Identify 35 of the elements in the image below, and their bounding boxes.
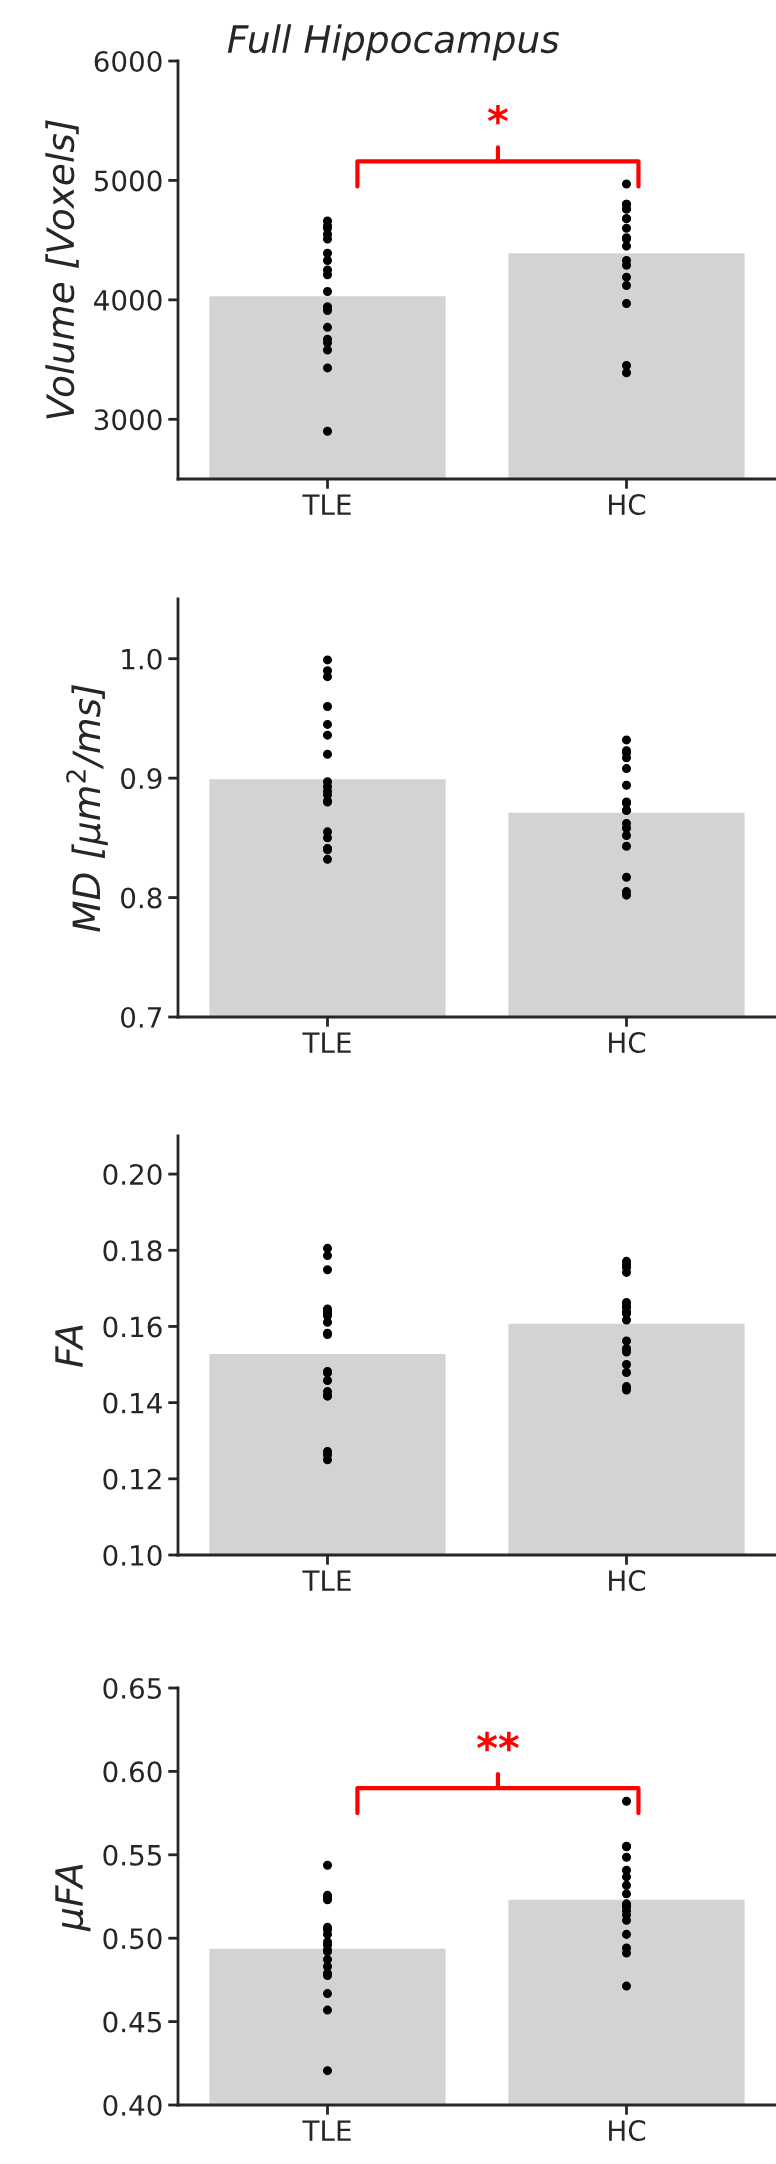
annotation: * bbox=[487, 105, 508, 125]
y-tick-label: 0.12 bbox=[103, 1468, 161, 1490]
y-tick-label: 0.10 bbox=[103, 1544, 162, 1566]
y-axis-title: μFA bbox=[55, 1864, 91, 1932]
y-tick-label: 0.14 bbox=[103, 1392, 162, 1414]
annotation: ** bbox=[476, 1731, 519, 1752]
y-tick-label: 1.0 bbox=[122, 648, 162, 670]
x-tick-label: HC bbox=[609, 2120, 646, 2142]
y-tick-label: 0.8 bbox=[121, 887, 162, 909]
x-tick-label: TLE bbox=[302, 2120, 351, 2141]
y-tick-label: 0.9 bbox=[121, 768, 162, 790]
y-tick-label: 0.18 bbox=[103, 1240, 162, 1262]
x-tick-label: HC bbox=[609, 494, 646, 516]
y-tick-label: 0.50 bbox=[103, 1928, 162, 1950]
chart-title: Full Hippocampus bbox=[227, 24, 559, 61]
y-tick-label: 5000 bbox=[94, 170, 162, 192]
y-tick-label: 0.55 bbox=[103, 1844, 161, 1866]
x-tick-label: HC bbox=[609, 1032, 646, 1054]
y-tick-label: 3000 bbox=[94, 409, 162, 431]
y-tick-label: 4000 bbox=[94, 289, 162, 311]
y-axis-title: MD [μm$^{2}$/ms] bbox=[66, 685, 108, 932]
y-tick-label: 0.40 bbox=[103, 2094, 162, 2116]
x-tick-label: TLE bbox=[302, 494, 351, 515]
y-tick-label: 6000 bbox=[94, 50, 162, 72]
x-tick-label: TLE bbox=[302, 1570, 351, 1591]
y-tick-label: 0.20 bbox=[103, 1164, 162, 1186]
x-tick-label: HC bbox=[609, 1570, 646, 1592]
y-tick-label: 0.16 bbox=[103, 1316, 162, 1338]
y-tick-label: 0.45 bbox=[103, 2011, 161, 2033]
y-tick-label: 0.7 bbox=[121, 1006, 162, 1028]
y-tick-label: 0.60 bbox=[103, 1761, 162, 1783]
y-axis-title: Volume [Voxels] bbox=[45, 120, 79, 419]
y-axis-title: FA bbox=[55, 1325, 83, 1367]
y-tick-label: 0.65 bbox=[103, 1677, 161, 1699]
x-tick-label: TLE bbox=[302, 1032, 351, 1053]
